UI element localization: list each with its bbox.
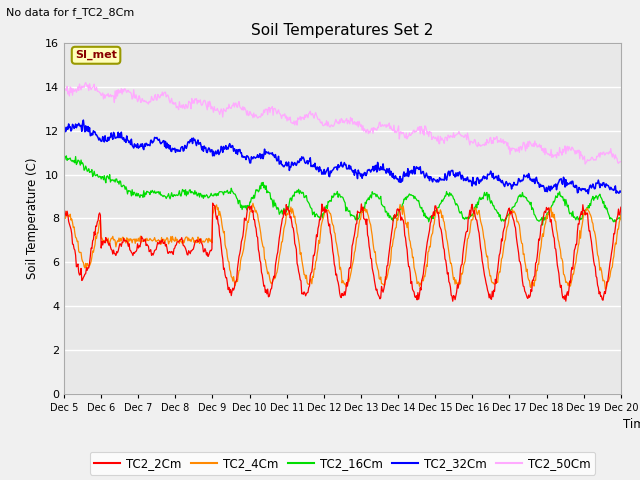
TC2_32Cm — [411, 171, 419, 177]
TC2_4Cm — [60, 215, 68, 220]
Line: TC2_4Cm: TC2_4Cm — [64, 204, 621, 289]
TC2_50Cm — [70, 88, 78, 94]
TC2_4Cm — [184, 238, 192, 244]
Text: SI_met: SI_met — [75, 50, 117, 60]
TC2_32Cm — [617, 189, 625, 195]
TC2_32Cm — [214, 147, 222, 153]
TC2_2Cm — [617, 204, 625, 210]
TC2_2Cm — [428, 218, 435, 224]
Legend: TC2_2Cm, TC2_4Cm, TC2_16Cm, TC2_32Cm, TC2_50Cm: TC2_2Cm, TC2_4Cm, TC2_16Cm, TC2_32Cm, TC… — [90, 452, 595, 475]
Line: TC2_2Cm: TC2_2Cm — [64, 203, 621, 301]
TC2_16Cm — [71, 160, 79, 166]
TC2_4Cm — [214, 207, 221, 213]
TC2_50Cm — [428, 130, 435, 135]
TC2_2Cm — [70, 246, 78, 252]
TC2_16Cm — [128, 187, 136, 192]
TC2_16Cm — [214, 192, 222, 198]
TC2_50Cm — [60, 87, 68, 93]
Title: Soil Temperatures Set 2: Soil Temperatures Set 2 — [252, 23, 433, 38]
TC2_50Cm — [214, 108, 222, 114]
TC2_50Cm — [185, 98, 193, 104]
TC2_2Cm — [214, 220, 222, 226]
TC2_2Cm — [184, 252, 192, 258]
TC2_32Cm — [70, 125, 78, 131]
TC2_16Cm — [60, 154, 68, 159]
TC2_4Cm — [249, 201, 257, 206]
TC2_4Cm — [70, 224, 78, 230]
TC2_4Cm — [617, 213, 625, 218]
TC2_32Cm — [79, 117, 87, 123]
TC2_4Cm — [127, 237, 135, 243]
TC2_2Cm — [411, 294, 419, 300]
Line: TC2_32Cm: TC2_32Cm — [64, 120, 621, 194]
TC2_16Cm — [411, 193, 419, 199]
X-axis label: Time: Time — [623, 418, 640, 431]
Line: TC2_50Cm: TC2_50Cm — [64, 83, 621, 164]
TC2_50Cm — [82, 80, 90, 85]
TC2_2Cm — [209, 200, 216, 206]
TC2_32Cm — [428, 174, 435, 180]
TC2_50Cm — [128, 96, 136, 102]
TC2_4Cm — [411, 267, 419, 273]
Text: No data for f_TC2_8Cm: No data for f_TC2_8Cm — [6, 7, 134, 18]
Line: TC2_16Cm: TC2_16Cm — [64, 156, 621, 225]
TC2_16Cm — [539, 222, 547, 228]
TC2_16Cm — [185, 190, 193, 195]
TC2_50Cm — [411, 130, 419, 135]
TC2_32Cm — [128, 143, 136, 148]
TC2_2Cm — [449, 299, 456, 304]
Y-axis label: Soil Temperature (C): Soil Temperature (C) — [26, 157, 40, 279]
TC2_4Cm — [602, 287, 609, 292]
TC2_32Cm — [185, 139, 193, 144]
TC2_50Cm — [617, 159, 625, 165]
TC2_16Cm — [617, 212, 625, 218]
TC2_32Cm — [584, 191, 592, 197]
TC2_50Cm — [581, 161, 589, 167]
TC2_32Cm — [60, 127, 68, 133]
TC2_4Cm — [428, 235, 435, 240]
TC2_2Cm — [60, 209, 68, 215]
TC2_16Cm — [63, 153, 70, 159]
TC2_2Cm — [127, 250, 135, 255]
TC2_16Cm — [428, 213, 435, 219]
